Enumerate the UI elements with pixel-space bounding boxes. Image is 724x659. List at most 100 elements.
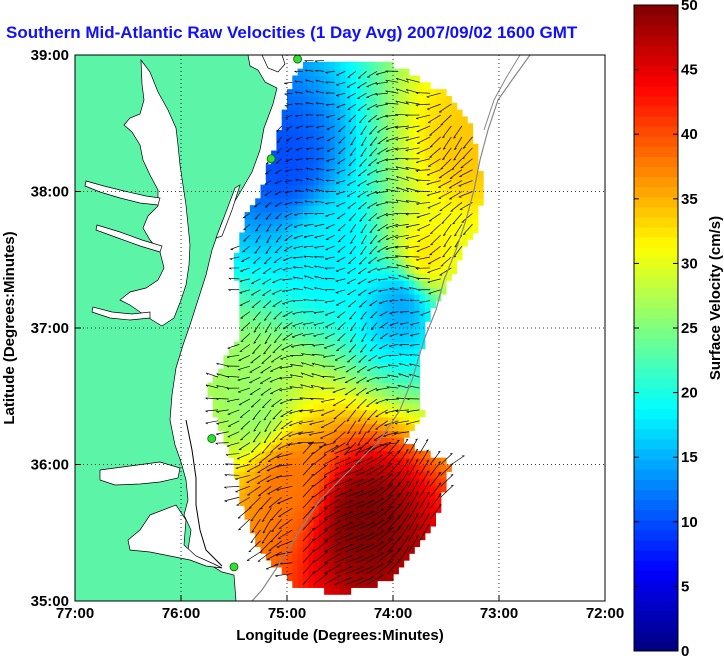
velocity-cell: [467, 143, 474, 152]
velocity-cell: [350, 307, 357, 315]
velocity-cell: [260, 341, 267, 350]
velocity-cell: [461, 150, 468, 158]
velocity-cell: [361, 61, 368, 70]
velocity-cell: [340, 464, 346, 472]
velocity-arrow: [295, 168, 303, 171]
velocity-cell: [355, 546, 362, 554]
velocity-arrow: [264, 180, 272, 185]
velocity-arrow-head: [298, 433, 301, 436]
velocity-cell: [297, 355, 304, 363]
velocity-arrow: [275, 234, 282, 243]
velocity-cell: [387, 505, 394, 513]
velocity-cell: [403, 130, 410, 138]
velocity-cell: [355, 573, 362, 582]
velocity-cell: [265, 239, 272, 247]
velocity-cell: [361, 505, 368, 513]
velocity-cell: [414, 287, 421, 295]
velocity-cell: [271, 457, 277, 466]
velocity-arrow: [302, 474, 315, 487]
velocity-cell: [355, 246, 362, 254]
velocity-cell: [334, 150, 341, 158]
velocity-arrow-head: [415, 92, 419, 95]
velocity-cell: [393, 280, 399, 288]
velocity-cell: [414, 171, 421, 179]
velocity-cell: [345, 341, 352, 350]
velocity-arrow: [276, 136, 282, 143]
velocity-arrow: [450, 202, 463, 212]
velocity-cell: [292, 491, 299, 500]
velocity-arrow-head: [276, 141, 280, 143]
velocity-arrow: [265, 169, 272, 175]
velocity-cell: [350, 409, 357, 418]
velocity-arrow: [313, 333, 325, 337]
velocity-cell: [276, 307, 283, 315]
velocity-cell: [345, 491, 352, 500]
velocity-cell: [398, 519, 405, 527]
velocity-cell: [318, 546, 325, 554]
velocity-arrow: [289, 409, 303, 414]
velocity-arrow: [349, 125, 357, 134]
velocity-arrow: [416, 213, 431, 218]
velocity-arrow-head: [301, 353, 304, 356]
velocity-cell: [393, 437, 399, 445]
velocity-arrow: [323, 564, 341, 575]
colorbar-step: [634, 550, 678, 561]
velocity-arrow: [314, 275, 325, 280]
velocity-cell: [271, 307, 277, 315]
velocity-cell: [276, 266, 283, 274]
velocity-arrow-head: [291, 346, 294, 348]
velocity-cell: [398, 321, 405, 329]
velocity-cell: [287, 437, 293, 445]
colorbar-tick-label: 0: [681, 643, 689, 659]
velocity-cell: [403, 143, 410, 152]
velocity-arrow: [376, 528, 393, 542]
velocity-arrow-head: [272, 441, 276, 443]
velocity-arrow: [367, 71, 378, 78]
velocity-arrow-head: [425, 439, 429, 442]
velocity-arrow-head: [284, 105, 288, 107]
velocity-arrow: [405, 125, 420, 129]
velocity-arrow-head: [389, 288, 392, 291]
velocity-cell: [345, 225, 352, 234]
velocity-arrow: [359, 344, 367, 353]
velocity-arrow: [375, 169, 388, 173]
velocity-cell: [340, 232, 346, 240]
velocity-arrow-head: [299, 397, 303, 400]
velocity-cell: [355, 164, 362, 172]
velocity-arrow: [313, 540, 328, 553]
velocity-cell: [419, 307, 426, 315]
velocity-cell: [281, 444, 288, 452]
velocity-cell: [308, 218, 315, 227]
velocity-arrow: [440, 256, 452, 267]
velocity-cell: [382, 505, 389, 513]
velocity-arrow: [367, 202, 378, 209]
velocity-arrow: [293, 223, 304, 228]
velocity-cell: [350, 266, 357, 274]
velocity-arrow-head: [250, 519, 254, 522]
velocity-cell: [424, 252, 431, 261]
velocity-arrow-head: [335, 84, 339, 86]
velocity-arrow-head: [405, 226, 409, 229]
velocity-cell: [329, 130, 336, 138]
velocity-cell: [355, 116, 362, 124]
velocity-cell: [292, 75, 299, 83]
velocity-arrow-head: [253, 330, 257, 333]
velocity-cell: [361, 430, 368, 438]
velocity-cell: [451, 102, 458, 111]
velocity-arrow-head: [385, 168, 388, 171]
colorbar-tick-label: 45: [681, 62, 698, 79]
velocity-cell: [329, 266, 336, 274]
velocity-arrow-head: [226, 356, 230, 359]
velocity-cell: [340, 75, 346, 83]
velocity-arrow-head: [375, 389, 379, 392]
velocity-arrow-head: [395, 166, 399, 169]
velocity-cell: [382, 321, 389, 329]
velocity-cell: [292, 389, 299, 397]
velocity-arrow: [295, 114, 303, 117]
velocity-cell: [345, 293, 352, 302]
velocity-cell: [366, 471, 373, 479]
velocity-cell: [313, 539, 320, 547]
velocity-cell: [350, 491, 357, 500]
velocity-arrow: [348, 213, 357, 221]
velocity-arrow: [295, 91, 303, 94]
